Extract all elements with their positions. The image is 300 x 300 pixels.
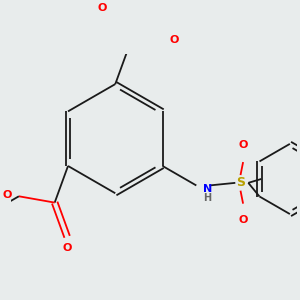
Text: O: O <box>238 215 248 225</box>
Text: O: O <box>238 140 248 150</box>
Text: O: O <box>98 3 107 13</box>
Text: H: H <box>203 194 211 203</box>
Text: N: N <box>203 184 212 194</box>
Text: O: O <box>169 35 179 45</box>
Text: O: O <box>3 190 12 200</box>
Text: S: S <box>236 176 245 189</box>
Text: O: O <box>62 243 72 253</box>
